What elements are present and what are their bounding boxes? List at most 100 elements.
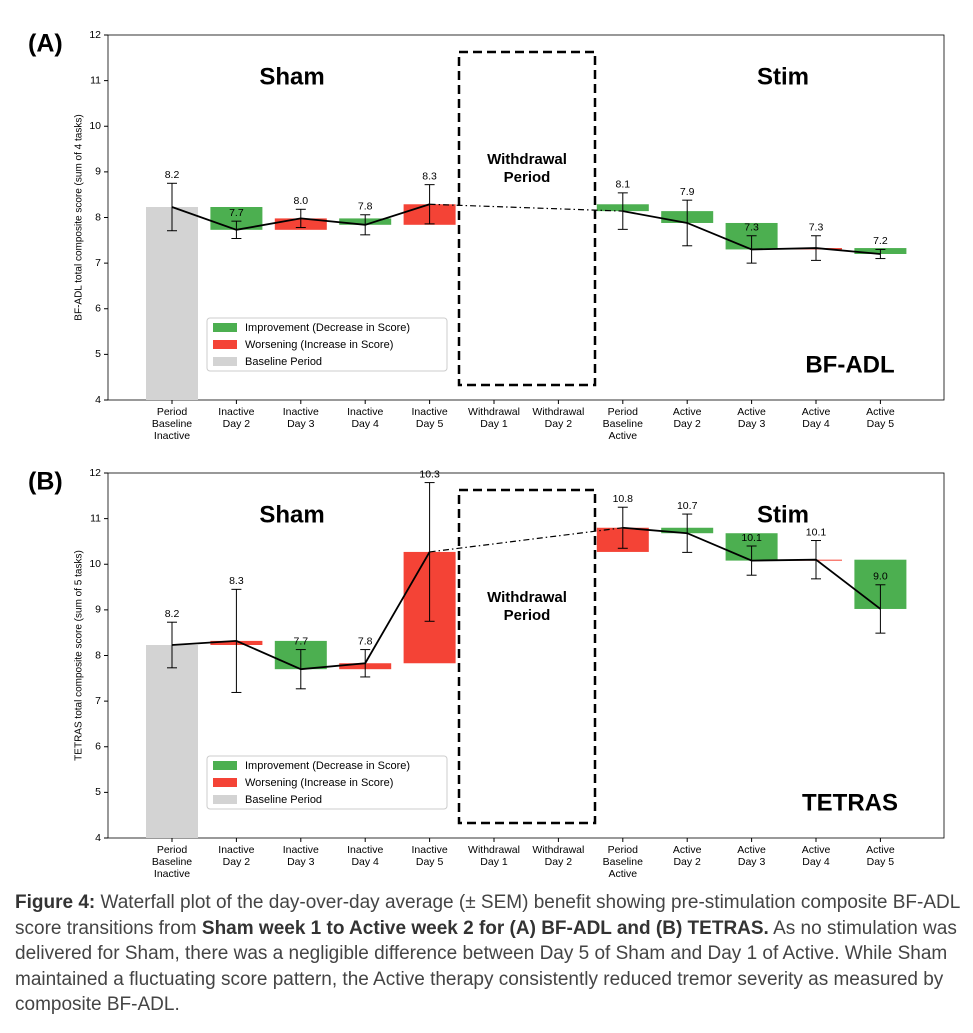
x-tick-label: Day 4	[802, 856, 830, 868]
x-tick-label: Period	[157, 406, 188, 418]
y-tick-label: 11	[90, 512, 101, 524]
y-tick-label: 7	[95, 695, 101, 707]
value-label: 8.2	[165, 608, 180, 620]
x-tick-label: Baseline	[152, 856, 192, 868]
value-label: 7.3	[809, 222, 824, 234]
connector-line	[429, 203, 623, 212]
x-tick-label: Day 5	[867, 856, 895, 868]
caption-text: Sham week 1 to Active week 2 for (A) BF-…	[201, 917, 769, 939]
x-tick-label: Active	[673, 406, 702, 418]
x-tick-label: Day 1	[480, 856, 508, 868]
y-tick-label: 6	[95, 741, 101, 753]
x-tick-label: Active	[802, 844, 831, 856]
value-label: 7.3	[744, 222, 759, 234]
value-label: 8.3	[229, 575, 244, 587]
y-tick-label: 12	[89, 29, 101, 41]
x-tick-label: Day 2	[673, 418, 701, 430]
value-label: 7.2	[873, 235, 888, 247]
value-label: 7.7	[229, 207, 244, 219]
y-tick-label: 9	[95, 604, 101, 616]
x-tick-label: Inactive	[347, 406, 383, 418]
x-tick-label: Active	[802, 406, 831, 418]
x-tick-label: Active	[737, 844, 766, 856]
x-tick-label: Inactive	[218, 406, 254, 418]
x-tick-label: Active	[737, 406, 766, 418]
measure-label: TETRAS	[802, 789, 898, 816]
x-tick-label: Inactive	[412, 844, 448, 856]
x-tick-label: Period	[608, 844, 639, 856]
value-label: 10.7	[677, 500, 698, 512]
caption-text: As no stimulation was delivered for Sham…	[15, 917, 957, 1016]
measure-label: BF-ADL	[805, 351, 894, 378]
value-label: 7.7	[293, 635, 308, 647]
withdrawal-label: Withdrawal	[487, 151, 567, 168]
x-tick-label: Withdrawal	[468, 844, 520, 856]
x-tick-label: Inactive	[283, 844, 319, 856]
x-tick-label: Active	[866, 844, 895, 856]
x-tick-label: Day 2	[545, 418, 573, 430]
x-tick-label: Inactive	[412, 406, 448, 418]
x-tick-label: Active	[609, 430, 638, 442]
change-bar	[210, 207, 263, 230]
panel-label: (A)	[28, 30, 63, 58]
x-tick-label: Inactive	[154, 430, 190, 442]
y-tick-label: 10	[89, 558, 101, 570]
x-tick-label: Day 2	[223, 418, 251, 430]
legend-label: Worsening (Increase in Score)	[245, 777, 393, 789]
x-tick-label: Day 2	[223, 856, 251, 868]
sham-label: Sham	[259, 63, 324, 90]
legend-box	[206, 317, 448, 372]
caption: Figure 4: Waterfall plot of the day-over…	[15, 890, 960, 1018]
value-label: 7.8	[358, 635, 373, 647]
x-tick-label: Period	[608, 406, 639, 418]
x-tick-label: Day 5	[867, 418, 895, 430]
y-tick-label: 10	[89, 120, 101, 132]
legend-swatch	[213, 778, 237, 787]
x-tick-label: Day 2	[545, 856, 573, 868]
x-tick-label: Day 3	[287, 856, 315, 868]
x-tick-label: Baseline	[603, 418, 643, 430]
value-label: 8.2	[165, 169, 180, 181]
x-tick-label: Day 4	[351, 418, 379, 430]
x-tick-label: Day 3	[738, 856, 766, 868]
legend-swatch	[213, 795, 237, 804]
x-tick-label: Inactive	[283, 406, 319, 418]
x-tick-label: Inactive	[154, 868, 190, 880]
value-label: 10.1	[741, 532, 762, 544]
value-label: 10.8	[613, 493, 634, 505]
x-tick-label: Baseline	[152, 418, 192, 430]
caption-text: Figure 4:	[15, 892, 96, 913]
figure: (A) BF-ADL total composite score (sum of …	[28, 29, 945, 880]
value-label: 10.3	[419, 468, 440, 480]
x-tick-label: Day 1	[480, 418, 508, 430]
legend-label: Improvement (Decrease in Score)	[245, 760, 410, 772]
legend-swatch	[213, 357, 237, 366]
caption-text: Waterfall plot of the day-over-day avera…	[15, 892, 960, 939]
value-label: 10.1	[806, 526, 827, 538]
y-axis-label: BF-ADL total composite score (sum of 4 t…	[74, 114, 85, 320]
withdrawal-label: Period	[504, 607, 551, 624]
value-label: 7.9	[680, 186, 695, 198]
y-tick-label: 8	[95, 211, 101, 223]
connector-line	[429, 527, 623, 553]
x-tick-label: Day 5	[416, 418, 444, 430]
value-label: 8.0	[293, 195, 308, 207]
legend-swatch	[213, 340, 237, 349]
x-tick-label: Baseline	[603, 856, 643, 868]
value-label: 7.8	[358, 201, 373, 213]
legend-swatch	[213, 761, 237, 770]
y-tick-label: 6	[95, 303, 101, 315]
y-tick-label: 5	[95, 348, 101, 360]
legend-swatch	[213, 323, 237, 332]
baseline-bar	[146, 207, 198, 400]
x-tick-label: Active	[673, 844, 702, 856]
withdrawal-label: Period	[504, 169, 551, 186]
legend-label: Worsening (Increase in Score)	[245, 339, 393, 351]
x-tick-label: Day 3	[287, 418, 315, 430]
x-tick-label: Inactive	[347, 844, 383, 856]
x-tick-label: Period	[157, 844, 188, 856]
x-tick-label: Day 2	[673, 856, 701, 868]
y-tick-label: 7	[95, 257, 101, 269]
withdrawal-box	[457, 488, 597, 825]
